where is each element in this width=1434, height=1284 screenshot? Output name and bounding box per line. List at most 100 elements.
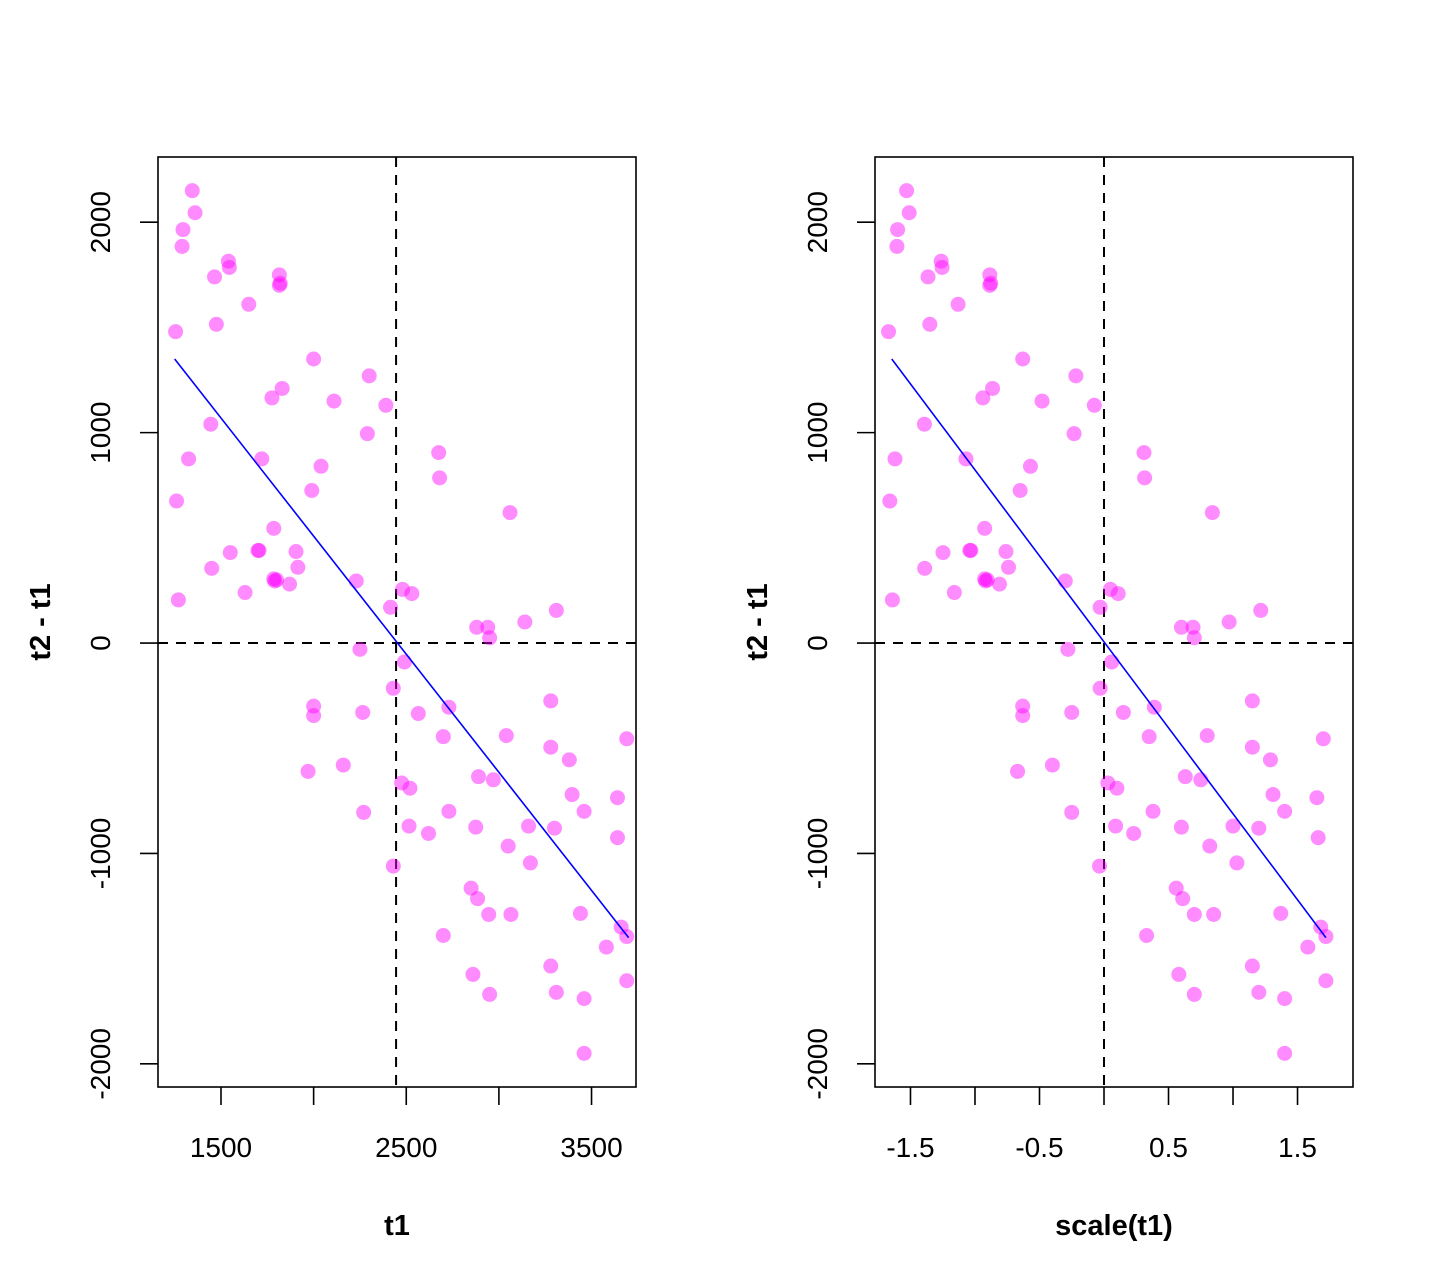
data-point — [266, 571, 282, 587]
data-point — [306, 351, 322, 367]
data-point — [1064, 804, 1080, 820]
data-point — [920, 269, 936, 285]
data-point — [1015, 708, 1031, 724]
data-point — [963, 542, 979, 558]
data-point — [500, 838, 516, 854]
data-point — [420, 825, 436, 841]
data-point — [1100, 775, 1116, 791]
data-point — [576, 803, 592, 819]
data-point — [982, 267, 998, 283]
x-tick-label: 2500 — [375, 1132, 437, 1163]
data-point — [359, 426, 375, 442]
data-point — [221, 259, 237, 275]
x-tick-label: -0.5 — [1015, 1132, 1063, 1163]
data-point — [1145, 803, 1161, 819]
x-tick-label: 1500 — [190, 1132, 252, 1163]
data-point — [1044, 757, 1060, 773]
data-point — [609, 790, 625, 806]
data-point — [356, 804, 372, 820]
data-point — [935, 545, 951, 561]
data-point — [882, 493, 898, 509]
data-point — [267, 573, 283, 589]
right-scatter-panel: -1.5 -0.5 0.5 1.5 -2000 -1000 0 1000 2000 scale(t… — [742, 156, 1354, 1242]
data-point — [482, 630, 498, 646]
data-point — [241, 296, 257, 312]
data-point — [203, 416, 219, 432]
data-point — [922, 316, 938, 332]
data-point — [1115, 704, 1131, 720]
x-tick-label: -1.5 — [886, 1132, 934, 1163]
data-point — [1315, 731, 1331, 747]
y-tick-label: 1000 — [85, 401, 116, 463]
data-point — [184, 183, 200, 199]
data-point — [404, 586, 420, 602]
data-point — [250, 542, 266, 558]
data-point — [1273, 905, 1289, 921]
data-point — [272, 275, 288, 291]
x-tick-label: 1.5 — [1278, 1132, 1317, 1163]
data-point — [517, 614, 533, 630]
data-point — [1141, 729, 1157, 745]
data-point — [481, 906, 497, 922]
data-point — [521, 818, 537, 834]
data-point — [463, 880, 479, 896]
data-point — [1229, 855, 1245, 871]
data-point — [1202, 838, 1218, 854]
data-point — [470, 891, 486, 907]
y-tick-label: 0 — [802, 635, 833, 651]
data-point — [543, 693, 559, 709]
data-point — [983, 275, 999, 291]
data-point — [884, 592, 900, 608]
data-point — [1313, 919, 1329, 935]
data-point — [1086, 397, 1102, 413]
data-point — [576, 1045, 592, 1061]
data-point — [564, 787, 580, 803]
data-point — [1199, 728, 1215, 744]
plot-frame — [157, 156, 637, 1088]
data-point — [326, 393, 342, 409]
data-point — [1244, 693, 1260, 709]
data-point — [469, 619, 485, 635]
data-point — [1225, 818, 1241, 834]
data-point — [378, 397, 394, 413]
data-point — [1204, 505, 1220, 521]
data-point — [271, 267, 287, 283]
x-axis-title: t1 — [384, 1210, 410, 1242]
y-tick-label: -1000 — [802, 818, 833, 890]
data-point — [441, 803, 457, 819]
data-point — [170, 592, 186, 608]
data-point — [1137, 470, 1153, 486]
data-point — [933, 253, 949, 269]
data-point — [237, 585, 253, 601]
data-point — [1253, 602, 1269, 618]
data-point — [576, 991, 592, 1007]
data-point — [1136, 445, 1152, 461]
data-point — [1262, 752, 1278, 768]
data-point — [1193, 772, 1209, 788]
data-point — [1110, 586, 1126, 602]
y-axis-title: t2 - t1 — [742, 583, 774, 660]
data-point — [1277, 991, 1293, 1007]
data-point — [1173, 819, 1189, 835]
data-point — [1221, 614, 1237, 630]
data-point — [1102, 581, 1118, 597]
data-point — [598, 939, 614, 955]
y-axis-title: t2 - t1 — [25, 583, 57, 660]
data-point — [934, 259, 950, 275]
data-point — [480, 619, 496, 635]
data-point — [274, 380, 290, 396]
data-point — [1066, 426, 1082, 442]
data-point — [985, 380, 1001, 396]
data-point — [503, 906, 519, 922]
y-tick-label: 0 — [85, 635, 116, 651]
data-point — [1251, 984, 1267, 1000]
x-tick-label: 0.5 — [1149, 1132, 1188, 1163]
regression-line — [174, 358, 630, 939]
data-point — [887, 451, 903, 467]
data-point — [1186, 630, 1202, 646]
data-point — [619, 973, 635, 989]
data-point — [916, 416, 932, 432]
data-point — [561, 752, 577, 768]
data-point — [1126, 825, 1142, 841]
